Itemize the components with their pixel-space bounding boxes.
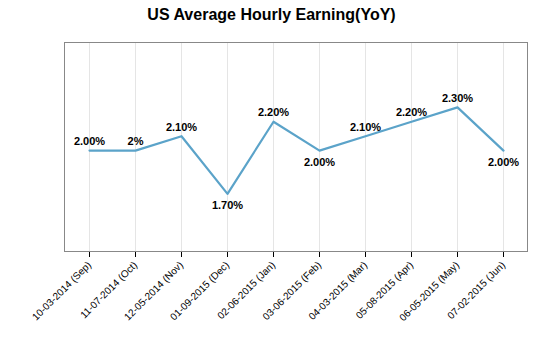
html-text:US Average Hourly Earning(YoY): US Average Hourly Earning(YoY)	[147, 6, 396, 23]
svg-text:2.00%: 2.00%	[74, 135, 105, 147]
svg-text:2.30%: 2.30%	[442, 92, 473, 104]
svg-text:2.00%: 2.00%	[304, 156, 335, 168]
svg-text:10-03-2014 (Sep): 10-03-2014 (Sep)	[30, 259, 94, 323]
svg-text:03-06-2015 (Feb): 03-06-2015 (Feb)	[260, 259, 324, 322]
svg-text:2.20%: 2.20%	[258, 106, 289, 118]
svg-text:2.00%: 2.00%	[488, 156, 519, 168]
svg-text:07-02-2015 (Jun): 07-02-2015 (Jun)	[445, 259, 507, 321]
svg-text:2%: 2%	[128, 135, 144, 147]
svg-text:12-05-2014 (Nov): 12-05-2014 (Nov)	[122, 259, 186, 323]
svg-text:2.10%: 2.10%	[166, 121, 197, 133]
svg-text:01-09-2015 (Dec): 01-09-2015 (Dec)	[168, 259, 232, 323]
svg-text:2.20%: 2.20%	[396, 106, 427, 118]
svg-text:1.70%: 1.70%	[212, 199, 243, 211]
svg-text:02-06-2015 (Jan): 02-06-2015 (Jan)	[215, 259, 278, 322]
svg-text:11-07-2014 (Oct): 11-07-2014 (Oct)	[78, 259, 140, 321]
svg-text:06-05-2015 (May): 06-05-2015 (May)	[397, 259, 462, 324]
svg-text:2.10%: 2.10%	[350, 121, 381, 133]
svg-text:04-03-2015 (Mar): 04-03-2015 (Mar)	[306, 259, 370, 322]
svg-text:05-08-2015 (Apr): 05-08-2015 (Apr)	[353, 259, 416, 321]
